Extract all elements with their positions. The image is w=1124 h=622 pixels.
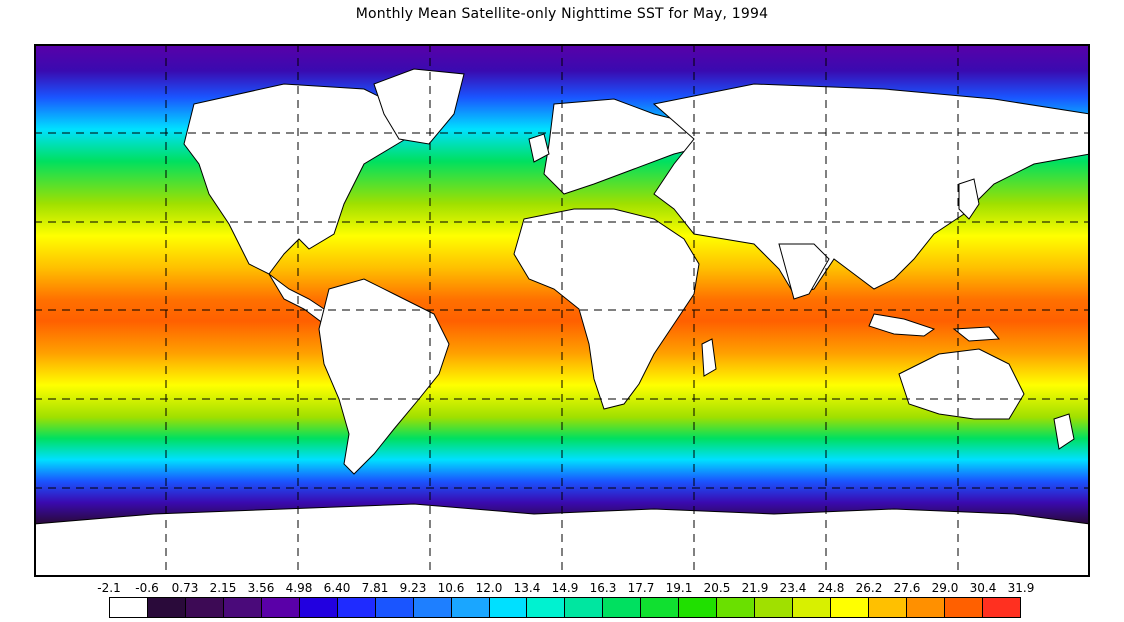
legend-label: 6.40 (323, 581, 351, 595)
legend-label: 0.73 (171, 581, 199, 595)
legend-swatch (679, 597, 718, 618)
legend-label: 26.2 (855, 581, 883, 595)
legend-swatch (451, 597, 490, 618)
british-isles (528, 133, 550, 163)
legend-swatch (793, 597, 832, 618)
sst-world-map (34, 44, 1090, 577)
new-guinea (952, 326, 1001, 342)
legend-swatch (717, 597, 756, 618)
new-zealand (1053, 413, 1075, 450)
legend-label: 12.0 (475, 581, 503, 595)
legend-label: -0.6 (135, 581, 159, 595)
legend-label: 27.6 (893, 581, 921, 595)
legend-label: -2.1 (97, 581, 121, 595)
legend-labels: -2.1 -0.6 0.73 2.15 3.56 4.98 6.40 7.81 9.23 10.6… (0, 581, 1124, 595)
legend-label: 17.7 (627, 581, 655, 595)
legend-swatch (261, 597, 300, 618)
page-title: Monthly Mean Satellite-only Nighttime SS… (355, 6, 769, 22)
legend-label: 13.4 (513, 581, 541, 595)
legend-swatch (147, 597, 186, 618)
legend-swatch (565, 597, 604, 618)
indonesia (868, 313, 936, 337)
madagascar (701, 338, 717, 377)
india (778, 243, 830, 300)
legend-label: 20.5 (703, 581, 731, 595)
asia (652, 83, 1090, 295)
legend-label: 24.8 (817, 581, 845, 595)
map-frame (34, 44, 1090, 577)
graticule (34, 44, 1090, 577)
legend-swatch (185, 597, 224, 618)
legend-label: 29.0 (931, 581, 959, 595)
south-america (318, 278, 450, 475)
legend-label: 19.1 (665, 581, 693, 595)
japan (958, 178, 980, 220)
legend-swatch (869, 597, 908, 618)
greenland (373, 68, 465, 145)
legend-label: 30.4 (969, 581, 997, 595)
legend-label: 23.4 (779, 581, 807, 595)
legend-label: 2.15 (209, 581, 237, 595)
legend-label: 7.81 (361, 581, 389, 595)
legend-label: 10.6 (437, 581, 465, 595)
legend-label: 31.9 (1007, 581, 1035, 595)
legend-label: 4.98 (285, 581, 313, 595)
legend-swatch (944, 597, 983, 618)
color-legend-bar (109, 597, 1021, 618)
legend-label: 14.9 (551, 581, 579, 595)
legend-swatch (299, 597, 338, 618)
legend-swatch (337, 597, 376, 618)
legend-label: 9.23 (399, 581, 427, 595)
legend-swatch (413, 597, 452, 618)
legend-swatch (109, 597, 148, 618)
legend-label: 3.56 (247, 581, 275, 595)
legend-swatch (907, 597, 945, 618)
legend-label: 16.3 (589, 581, 617, 595)
legend-swatch (603, 597, 642, 618)
legend-swatch (375, 597, 414, 618)
australia (898, 348, 1025, 420)
legend-label: 21.9 (741, 581, 769, 595)
legend-swatch (527, 597, 566, 618)
legend-swatch (223, 597, 262, 618)
africa (513, 208, 700, 410)
legend-swatch (489, 597, 528, 618)
legend-swatch (982, 597, 1021, 618)
legend-swatch (755, 597, 794, 618)
legend-swatch (641, 597, 680, 618)
world-map-icon (34, 44, 1090, 577)
europe (543, 98, 715, 195)
legend-swatch (831, 597, 870, 618)
